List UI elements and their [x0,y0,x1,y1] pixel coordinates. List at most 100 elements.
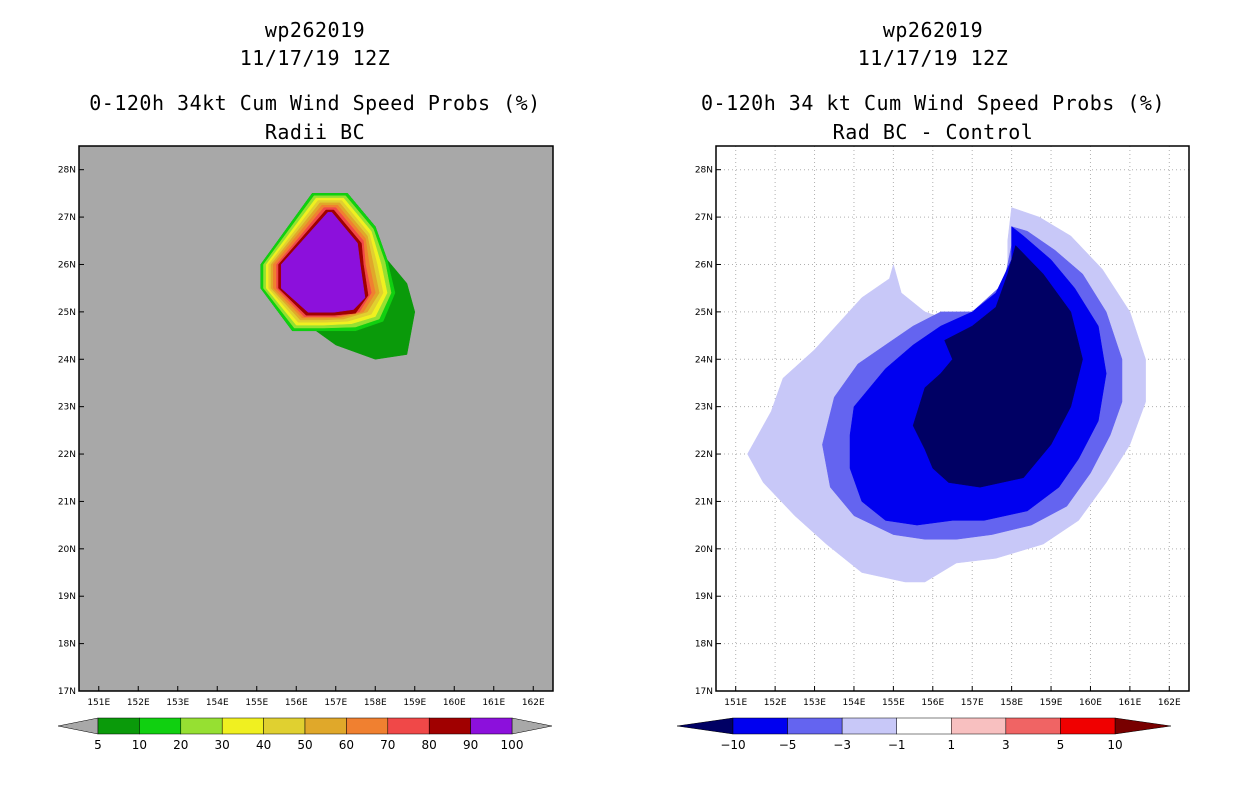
colorbar-label: 5 [94,738,102,752]
x-tick-label: 161E [1118,698,1141,708]
y-tick-label: 19N [695,592,713,602]
x-tick-label: 162E [1158,698,1181,708]
x-tick-label: 159E [403,698,426,708]
x-tick-label: 153E [166,698,189,708]
x-tick-label: 152E [127,698,150,708]
colorbar-box [304,717,347,735]
y-tick-label: 28N [58,166,76,176]
x-tick-label: 155E [245,698,268,708]
chart-title: 0-120h 34 kt Cum Wind Speed Probs (%) [700,91,1166,115]
y-tick-label: 21N [695,497,713,507]
colorbar-box [896,717,952,735]
colorbar-label: 10 [1107,738,1122,752]
x-tick-label: 151E [87,698,110,708]
colorbar-label: 20 [173,738,188,752]
y-tick-label: 17N [58,687,76,697]
y-tick-label: 27N [695,213,713,223]
y-tick-label: 26N [58,260,76,270]
x-tick-label: 158E [1000,698,1023,708]
colorbar-arrow-low [676,717,734,735]
colorbar-label: 1 [947,738,955,752]
chart-right: 151E 152E 153E 154E 155E 156E 157E 158E 159E 160E… [676,145,1190,752]
colorbar-box [180,717,223,735]
colorbar-box [428,717,471,735]
colorbar-box [263,717,306,735]
plot-frame [715,145,1190,692]
x-tick-label: 155E [882,698,905,708]
storm-id: wp262019 [264,18,366,42]
colorbar-label: 50 [297,738,312,752]
colorbar-box [470,717,513,735]
x-tick-label: 154E [843,698,866,708]
y-tick-label: 27N [58,213,76,223]
x-tick-label: 153E [803,698,826,708]
y-tick-label: 26N [695,260,713,270]
colorbar-box [139,717,182,735]
y-tick-label: 22N [695,450,713,460]
y-tick-label: 25N [58,308,76,318]
colorbar-box [1060,717,1116,735]
x-tick-label: 161E [482,698,505,708]
y-tick-label: 18N [58,640,76,650]
colorbar-label: −3 [833,738,851,752]
x-tick-label: 158E [364,698,387,708]
y-tick-label: 20N [58,545,76,555]
colorbar-label: 10 [132,738,147,752]
colorbar-label: 80 [422,738,437,752]
colorbar-label: 3 [1002,738,1010,752]
colorbar-label: 90 [463,738,478,752]
colorbar-arrow-high [1114,717,1172,735]
y-tick-label: 25N [695,308,713,318]
x-tick-label: 156E [285,698,308,708]
x-tick-label: 152E [764,698,787,708]
storm-id: wp262019 [882,18,984,42]
colorbar-arrow-low [57,717,99,735]
colorbar-box [1005,717,1061,735]
contour-level-90 [280,212,366,313]
y-tick-label: 17N [695,687,713,697]
chart-subtitle: Radii BC [264,120,366,144]
colorbar-box [387,717,430,735]
y-tick-label: 19N [58,592,76,602]
colorbar-box [97,717,140,735]
chart-subtitle: Rad BC - Control [832,120,1034,144]
panel-radii-bc: wp262019 11/17/19 12Z 0-120h 34kt Cum Wi… [57,18,554,752]
chart-left: 151E 152E 153E 154E 155E 156E 157E 158E 159E 160E… [57,145,554,752]
y-tick-label: 21N [58,497,76,507]
x-tick-label: 151E [724,698,747,708]
y-tick-label: 23N [695,403,713,413]
colorbar-label: 100 [501,738,524,752]
contour-level--10 [912,245,1083,488]
colorbar-label: 60 [339,738,354,752]
colorbar-label: −5 [779,738,797,752]
colorbar-label: 30 [215,738,230,752]
colorbar-box [346,717,389,735]
y-tick-label: 28N [695,166,713,176]
x-tick-label: 157E [961,698,984,708]
panel-rad-bc-control: wp262019 11/17/19 12Z 0-120h 34 kt Cum W… [618,0,1236,800]
y-tick-label: 22N [58,450,76,460]
x-tick-label: 157E [324,698,347,708]
colorbar-box [841,717,897,735]
colorbar-label: 5 [1057,738,1065,752]
x-tick-label: 160E [1079,698,1102,708]
colorbar-box [787,717,843,735]
colorbar-label: 70 [380,738,395,752]
y-tick-label: 24N [58,355,76,365]
chart-title: 0-120h 34kt Cum Wind Speed Probs (%) [89,91,541,115]
colorbar-box [951,717,1007,735]
colorbar-label: 40 [256,738,271,752]
x-tick-label: 162E [522,698,545,708]
colorbar-box [732,717,788,735]
colorbar-label: −10 [720,738,745,752]
y-tick-label: 20N [695,545,713,555]
x-tick-label: 160E [443,698,466,708]
colorbar-arrow-high [511,717,553,735]
datetime: 11/17/19 12Z [857,46,1009,70]
plot-frame [78,145,554,692]
x-tick-label: 154E [206,698,229,708]
datetime: 11/17/19 12Z [239,46,391,70]
x-tick-label: 156E [921,698,944,708]
colorbar-box [221,717,264,735]
y-tick-label: 18N [695,640,713,650]
